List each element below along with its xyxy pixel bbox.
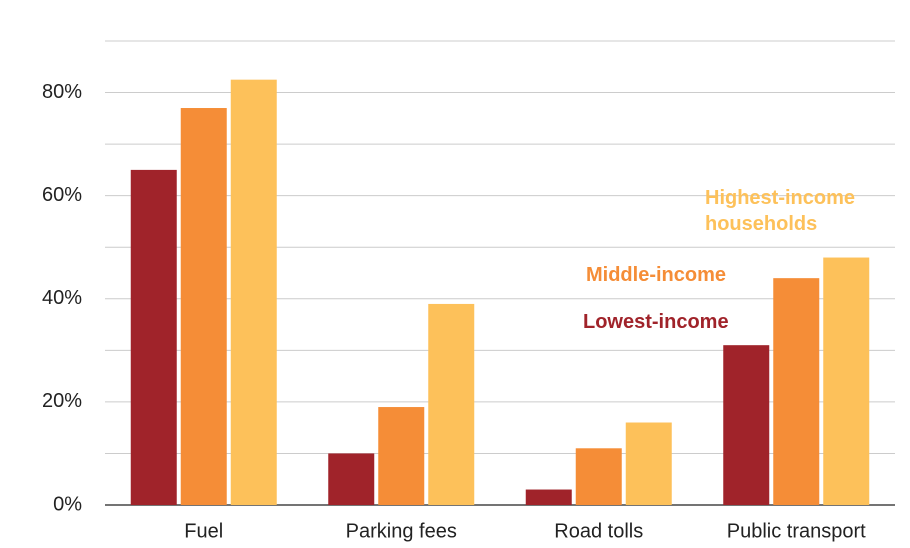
bar [230, 79, 277, 506]
x-tick-label: Fuel [184, 520, 223, 542]
bar [575, 448, 622, 505]
x-tick-label: Parking fees [346, 520, 457, 542]
y-tick-label: 80% [42, 81, 82, 103]
legend-label: Highest-income households [705, 187, 856, 235]
bar [625, 422, 672, 505]
x-tick-label: Road tolls [554, 520, 643, 542]
legend-label: Lowest-income [583, 311, 729, 333]
bar [378, 407, 425, 505]
bar [773, 278, 820, 505]
bar [823, 257, 870, 505]
bar [723, 345, 770, 505]
bar [525, 489, 572, 505]
bar [180, 108, 227, 506]
y-tick-label: 60% [42, 184, 82, 206]
bar [428, 303, 475, 505]
y-tick-label: 40% [42, 287, 82, 309]
bar [328, 453, 375, 505]
legend-label: Middle-income [586, 264, 727, 286]
y-tick-label: 20% [42, 390, 82, 412]
bar [130, 169, 177, 505]
x-tick-label: Public transport [727, 520, 866, 542]
y-tick-label: 0% [53, 493, 82, 515]
